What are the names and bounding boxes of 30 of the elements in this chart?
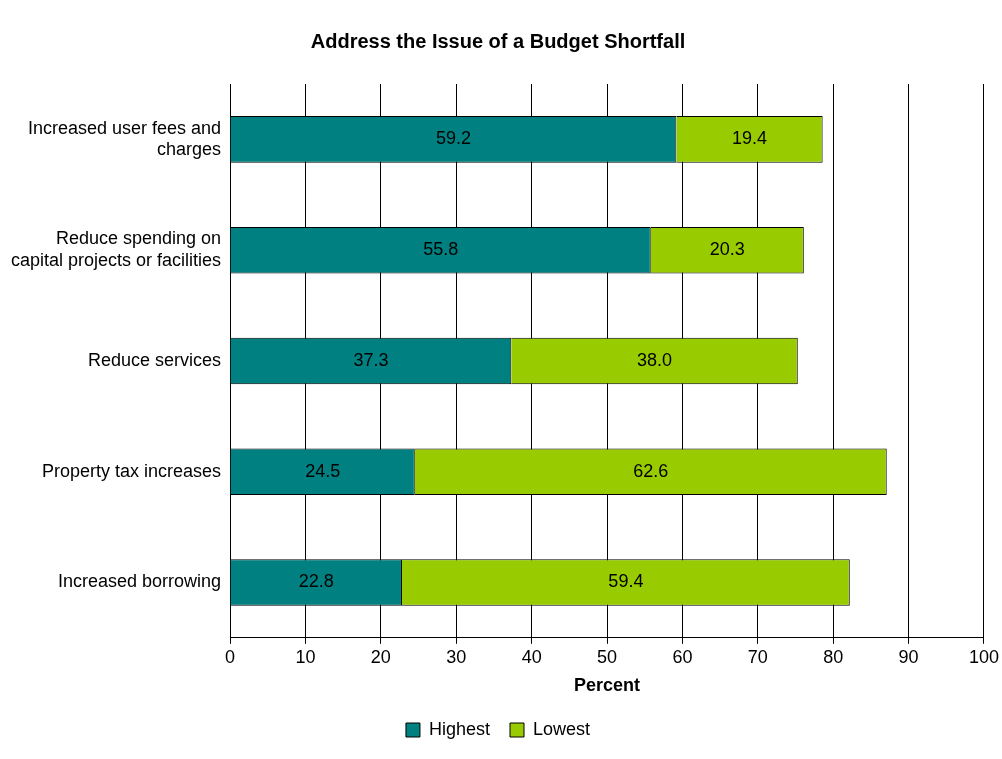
- x-tick-label: 20: [370, 646, 391, 667]
- data-label: 62.6: [633, 460, 669, 481]
- x-tick-label: 40: [521, 646, 542, 667]
- x-tick-label: 0: [225, 646, 236, 667]
- data-label: 37.3: [353, 349, 389, 370]
- x-tick-label: 10: [295, 646, 316, 667]
- data-label: 59.4: [608, 571, 644, 592]
- x-tick-label: 80: [823, 646, 844, 667]
- x-tick-label: 50: [597, 646, 618, 667]
- x-axis-title: Percent: [574, 675, 641, 696]
- data-label: 55.8: [423, 239, 459, 260]
- data-label: 38.0: [637, 349, 673, 370]
- chart-title: Address the Issue of a Budget Shortfall: [310, 29, 686, 52]
- y-tick-label: Increased borrowing: [57, 571, 222, 592]
- legend-label: Highest: [428, 718, 490, 739]
- x-tick-label: 70: [747, 646, 768, 667]
- y-tick-label: Property tax increases: [42, 460, 222, 481]
- x-tick-label: 100: [968, 646, 1000, 667]
- data-label: 22.8: [298, 571, 334, 592]
- y-tick-label: Reduce services: [88, 349, 222, 370]
- y-tick-label: Increased user fees and charges: [27, 117, 222, 160]
- x-tick-label: 30: [446, 646, 467, 667]
- data-label: 20.3: [709, 239, 745, 260]
- data-label: 24.5: [305, 460, 341, 481]
- y-tick-label: Reduce spending on capital projects or facilities: [10, 228, 222, 270]
- legend-label: Lowest: [533, 718, 591, 739]
- x-tick-label: 90: [898, 646, 919, 667]
- data-label: 59.2: [435, 128, 472, 149]
- data-label: 19.4: [732, 128, 768, 149]
- x-tick-label: 60: [672, 646, 693, 667]
